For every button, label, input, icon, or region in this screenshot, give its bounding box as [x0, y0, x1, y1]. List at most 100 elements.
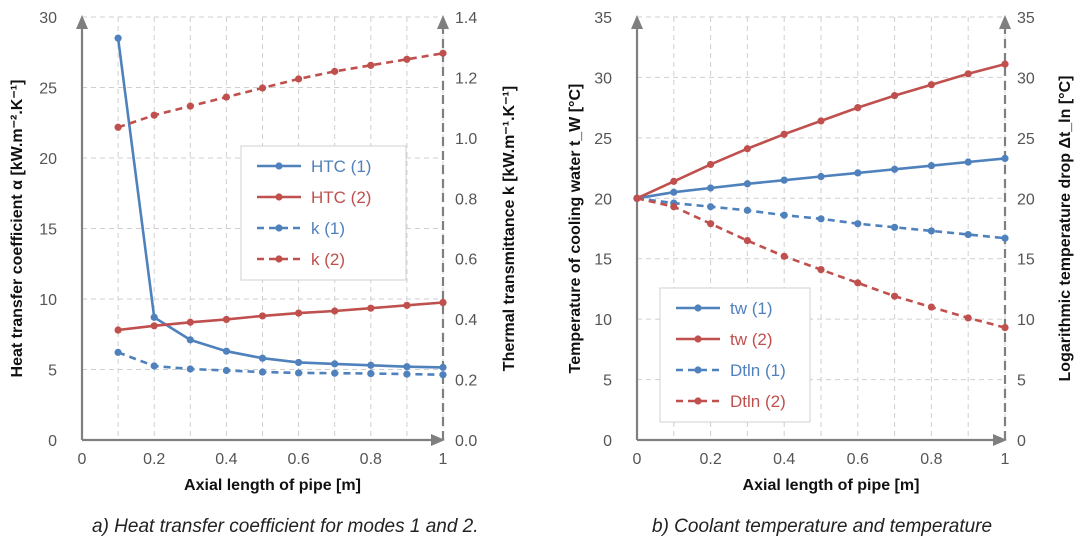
y2-tick-label: 10: [1017, 312, 1035, 329]
data-point: [927, 162, 936, 170]
y2-tick-label: 5: [1017, 373, 1026, 390]
x-tick-label: 0.4: [215, 451, 237, 468]
data-point: [670, 177, 678, 185]
x-axis-arrow: [431, 434, 445, 446]
y-tick-label: 20: [594, 191, 612, 208]
data-point: [707, 220, 715, 228]
data-point: [964, 314, 972, 322]
x-axis-title: Axial length of pipe [m]: [184, 477, 361, 494]
data-point: [186, 102, 194, 110]
axes: [631, 15, 1011, 446]
data-point: [1001, 324, 1009, 332]
data-point: [817, 172, 825, 181]
data-point: [743, 236, 752, 245]
y2-tick-label: 0.6: [455, 252, 477, 269]
legend-label: tw (1): [730, 299, 773, 318]
series-line: [117, 52, 444, 129]
y2-tick-label: 35: [1017, 10, 1035, 27]
data-point: [439, 49, 447, 57]
data-point: [854, 169, 862, 177]
y2-tick-label: 15: [1017, 252, 1035, 269]
y-tick-label: 25: [594, 131, 612, 148]
data-point: [403, 363, 411, 371]
data-point: [114, 348, 122, 356]
y-tick-label: 15: [594, 252, 612, 269]
data-point: [633, 194, 641, 202]
data-point: [707, 203, 715, 211]
data-point: [927, 81, 936, 89]
data-point: [780, 130, 788, 138]
data-point: [222, 347, 230, 355]
y2-tick-label: 20: [1017, 191, 1035, 208]
x-tick-label: 1: [1001, 451, 1010, 468]
data-point: [295, 75, 303, 83]
data-point: [743, 206, 752, 214]
caption-a: a) Heat transfer coefficient for modes 1…: [92, 516, 479, 537]
series-k-1-: [114, 348, 447, 379]
data-point: [295, 309, 303, 317]
axes: [76, 15, 449, 446]
series-dtln-1-: [633, 194, 1009, 242]
legend-box: [659, 287, 811, 423]
data-point: [295, 369, 303, 377]
data-point: [817, 215, 825, 223]
data-point: [367, 361, 375, 369]
series-htc-1-: [114, 34, 447, 371]
series-tw-2-: [633, 60, 1009, 202]
legend-label: Dtln (1): [730, 361, 786, 380]
y-axis-arrow: [76, 15, 88, 29]
x-tick-label: 0.4: [773, 451, 795, 468]
data-point: [707, 160, 715, 169]
data-point: [439, 371, 447, 379]
chart-b: 0 0.2 0.4 0.6 0.8 105101520253035051015202530…: [567, 10, 1074, 494]
legend-swatch-marker: [694, 366, 702, 374]
y-tick-label: 15: [39, 222, 57, 239]
data-point: [743, 180, 752, 188]
data-point: [186, 365, 194, 373]
x-tick-label: 0.2: [699, 451, 721, 468]
legend-label: HTC (1): [311, 157, 371, 176]
legend-swatch-marker: [275, 224, 283, 232]
data-point: [1001, 154, 1009, 163]
y-axis-title: Temperature of cooling water t_W [°C]: [567, 84, 584, 374]
data-point: [817, 117, 825, 125]
y2-tick-label: 1.2: [455, 70, 477, 87]
data-point: [964, 70, 972, 78]
y2-tick-label: 0.0: [455, 433, 477, 450]
data-point: [150, 362, 158, 370]
y-tick-label: 0: [48, 433, 57, 450]
y-tick-label: 20: [39, 151, 57, 168]
y-tick-label: 10: [594, 312, 612, 329]
y2-axis-arrow: [437, 15, 449, 29]
series-line: [117, 301, 444, 332]
data-point: [927, 303, 936, 311]
data-point: [114, 34, 122, 42]
data-point: [403, 55, 411, 63]
x-tick-label: 0.6: [287, 451, 309, 468]
data-point: [780, 176, 788, 184]
y-tick-label: 10: [39, 292, 57, 309]
y-tick-label: 5: [603, 373, 612, 390]
legend-swatch-marker: [694, 397, 702, 405]
data-point: [891, 223, 899, 231]
data-point: [331, 369, 339, 377]
y2-tick-label: 0: [1017, 433, 1026, 450]
data-point: [114, 326, 122, 334]
data-point: [150, 313, 158, 321]
x-tick-label: 0.6: [847, 451, 869, 468]
x-tick-label: 0: [78, 451, 87, 468]
data-point: [222, 93, 230, 101]
y-axis-arrow: [631, 15, 643, 29]
data-point: [258, 312, 267, 320]
legend-label: k (1): [311, 219, 345, 238]
data-point: [367, 61, 375, 69]
x-axis-title: Axial length of pipe [m]: [743, 477, 920, 494]
y2-tick-label: 0.2: [455, 373, 477, 390]
data-point: [780, 252, 788, 260]
x-tick-label: 1: [439, 451, 448, 468]
legend: tw (1) tw (2) Dtln (1) Dtln (2): [659, 287, 811, 423]
y2-tick-label: 25: [1017, 131, 1035, 148]
series-line: [117, 351, 444, 376]
data-point: [927, 227, 936, 235]
